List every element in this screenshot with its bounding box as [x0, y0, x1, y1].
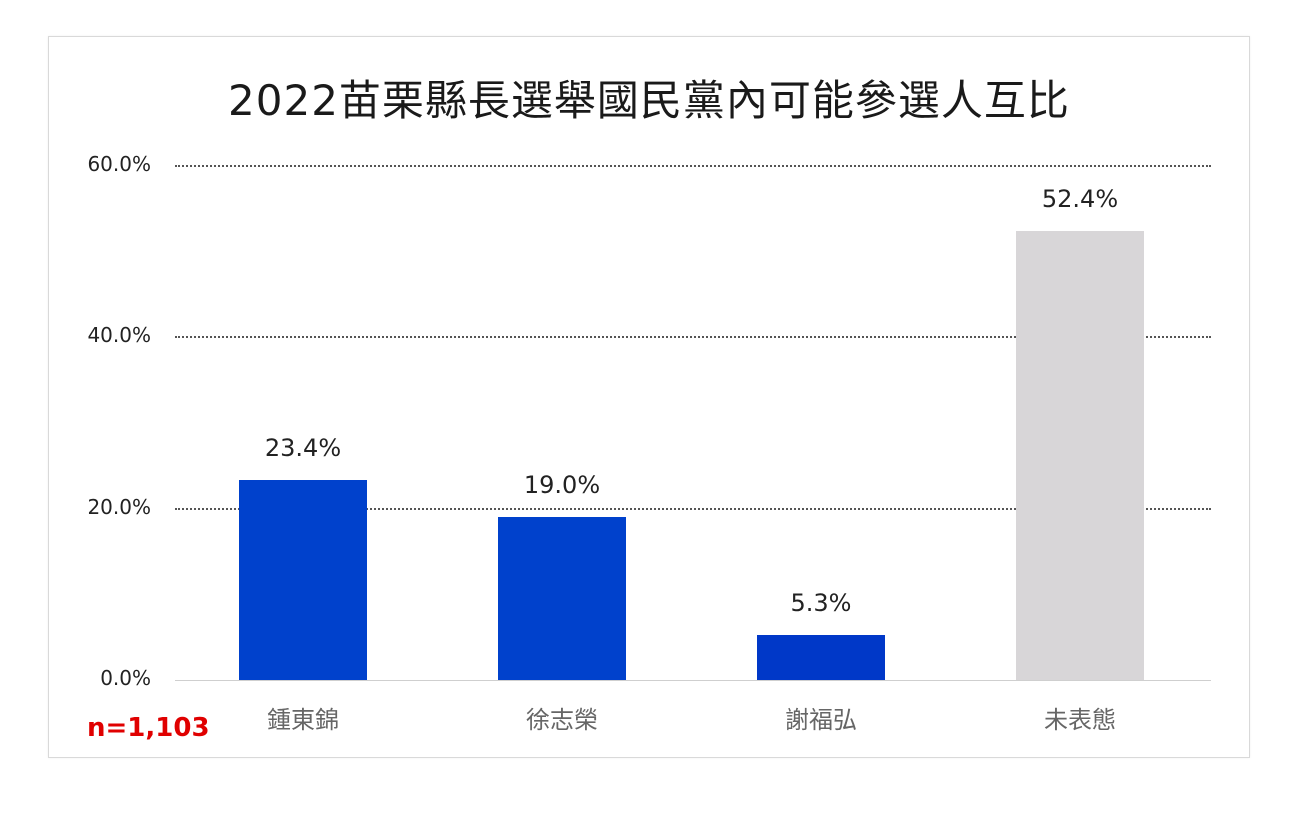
bar-value-label: 5.3%: [790, 588, 852, 617]
chart-card: 2022苗栗縣長選舉國民黨內可能參選人互比 n=1,103 0.0% 20.0% 4…: [48, 36, 1250, 758]
bar-value-label: 52.4%: [1041, 185, 1119, 214]
category-label: 未表態: [1044, 706, 1116, 734]
y-tick-label: 60.0%: [87, 152, 151, 176]
gridline: [175, 165, 1211, 167]
gridline: [175, 507, 1211, 510]
x-axis-baseline: [175, 680, 1211, 681]
y-tick-label: 20.0%: [87, 494, 151, 519]
category-label: 徐志榮: [526, 706, 598, 734]
y-tick-label: 0.0%: [100, 666, 151, 690]
category-label: 鍾東錦: [267, 706, 339, 734]
sample-size-note: n=1,103: [87, 713, 210, 743]
bar: [1016, 231, 1144, 680]
bar: [239, 479, 367, 680]
chart-title: 2022苗栗縣長選舉國民黨內可能參選人互比: [228, 76, 1070, 125]
bar: [757, 634, 885, 680]
bar-value-label: 23.4%: [264, 433, 342, 462]
bar: [498, 517, 626, 680]
gridline: [175, 336, 1211, 339]
category-label: 謝福弘: [785, 706, 857, 734]
y-tick-label: 40.0%: [87, 323, 151, 348]
bar-value-label: 19.0%: [523, 471, 601, 500]
